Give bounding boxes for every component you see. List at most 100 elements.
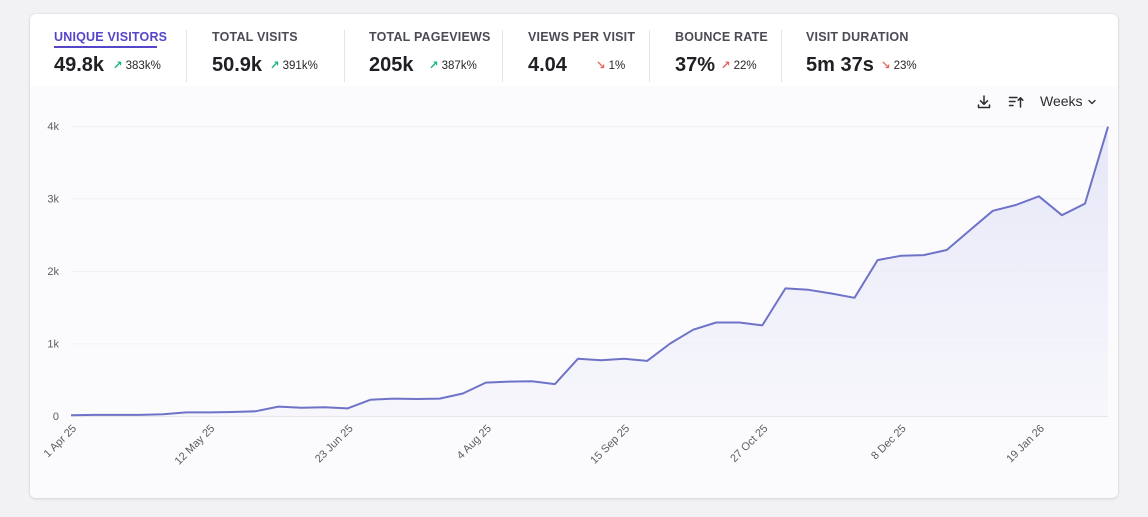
metric-change: ↗ 391k% [270,58,318,72]
data-point[interactable] [137,412,143,418]
data-point[interactable] [1059,212,1065,218]
data-point[interactable] [1105,124,1111,130]
data-point[interactable] [944,247,950,253]
metric-change: ↗ 22% [721,58,757,72]
download-icon-glyph [977,95,991,109]
data-point[interactable] [114,412,120,418]
y-tick-label: 2k [47,266,59,278]
data-point[interactable] [68,412,74,418]
data-point[interactable] [667,341,673,347]
gridline [71,271,1108,272]
gridline [71,126,1108,127]
data-point[interactable] [921,252,927,258]
x-tick-label: 8 Dec 25 [869,423,909,463]
x-tick-label: 15 Sep 25 [588,423,632,467]
data-point[interactable] [160,411,166,417]
sort-icon[interactable] [1006,92,1026,112]
y-tick-label: 4k [47,121,59,133]
data-point[interactable] [252,408,258,414]
metric-label: BOUNCE RATE [675,30,768,44]
data-point[interactable] [759,322,765,328]
interval-dropdown[interactable]: Weeks [1040,93,1097,109]
visitors-chart: 0 1k 2k 3k 4k 1 Apr 25 12 May 25 23 Jun 25 4 Au… [42,121,1111,468]
data-point[interactable] [322,404,328,410]
metric-value: 5m 37s [806,54,874,76]
data-point[interactable] [391,396,397,402]
metric-label: UNIQUE VISITORS [54,30,168,44]
data-point[interactable] [713,320,719,326]
data-point[interactable] [967,227,973,233]
download-icon[interactable] [974,92,994,112]
data-point[interactable] [275,404,281,410]
data-point[interactable] [460,391,466,397]
x-tick-label: 19 Jan 26 [1004,423,1047,466]
data-point[interactable] [529,378,535,384]
trend-down-icon: ↘ [881,60,891,72]
gridline [71,198,1108,200]
divider [502,30,503,82]
data-point[interactable] [736,320,742,326]
data-point[interactable] [483,380,489,386]
x-tick-label: 1 Apr 25 [42,423,79,460]
data-point[interactable] [229,409,235,415]
data-point[interactable] [1036,193,1042,199]
data-point[interactable] [1013,202,1019,208]
chart-toolbar: Weeks [30,92,1118,114]
data-point[interactable] [91,412,97,418]
data-point[interactable] [368,397,374,403]
data-point[interactable] [990,208,996,214]
data-point[interactable] [414,396,420,402]
data-point[interactable] [298,405,304,411]
data-point[interactable] [1082,201,1088,207]
metrics-bar: UNIQUE VISITORS 49.8k ↗ 383k% TOTAL VISIT… [30,14,1118,86]
trend-down-icon: ↘ [596,60,606,72]
x-tick-label: 23 Jun 25 [313,423,356,466]
data-point[interactable] [598,357,604,363]
data-point[interactable] [898,253,904,259]
metric-change-value: 22% [733,60,757,72]
y-axis: 0 1k 2k 3k 4k [47,121,59,423]
data-point[interactable] [621,356,627,362]
data-point[interactable] [690,327,696,333]
metric-value: 37% [675,54,716,76]
metric-change: ↘ 23% [881,58,917,72]
visitors-card: UNIQUE VISITORS 49.8k ↗ 383k% TOTAL VISIT… [30,14,1118,498]
data-point[interactable] [644,358,650,364]
data-point[interactable] [506,379,512,385]
metric-label: VIEWS PER VISIT [528,30,636,44]
data-point[interactable] [183,409,189,415]
metric-change-value: 391k% [282,60,318,72]
data-point[interactable] [206,409,212,415]
metric-change-value: 387k% [441,60,477,72]
y-tick-label: 1k [47,339,59,351]
metric-change-value: 23% [893,60,917,72]
divider [781,30,782,82]
metric-label: TOTAL PAGEVIEWS [369,30,491,44]
metric-value: 49.8k [54,54,105,76]
data-point[interactable] [875,257,881,263]
divider [344,30,345,82]
x-tick-label: 12 May 25 [173,423,218,468]
data-point[interactable] [437,396,443,402]
chart-area: 0 1k 2k 3k 4k 1 Apr 25 12 May 25 23 Jun 25 4 Au… [30,86,1118,498]
data-point[interactable] [575,356,581,362]
divider [649,30,650,82]
metric-change-value: 1% [608,60,626,72]
data-point[interactable] [345,405,351,411]
data-point[interactable] [852,295,858,301]
trend-up-icon: ↗ [429,60,439,72]
metric-change: ↗ 383k% [113,58,161,72]
interval-label: Weeks [1040,93,1083,109]
metric-value: 50.9k [212,54,263,76]
trend-up-icon: ↗ [270,60,280,72]
data-point[interactable] [829,291,835,297]
data-point[interactable] [805,287,811,293]
series-area-fill [71,126,1108,416]
y-tick-label: 3k [47,194,59,206]
metric-label: TOTAL VISITS [212,30,298,44]
data-point[interactable] [782,285,788,291]
divider [186,30,187,82]
metric-value: 4.04 [528,54,567,76]
trend-up-icon: ↗ [113,60,123,72]
data-point[interactable] [552,381,558,387]
